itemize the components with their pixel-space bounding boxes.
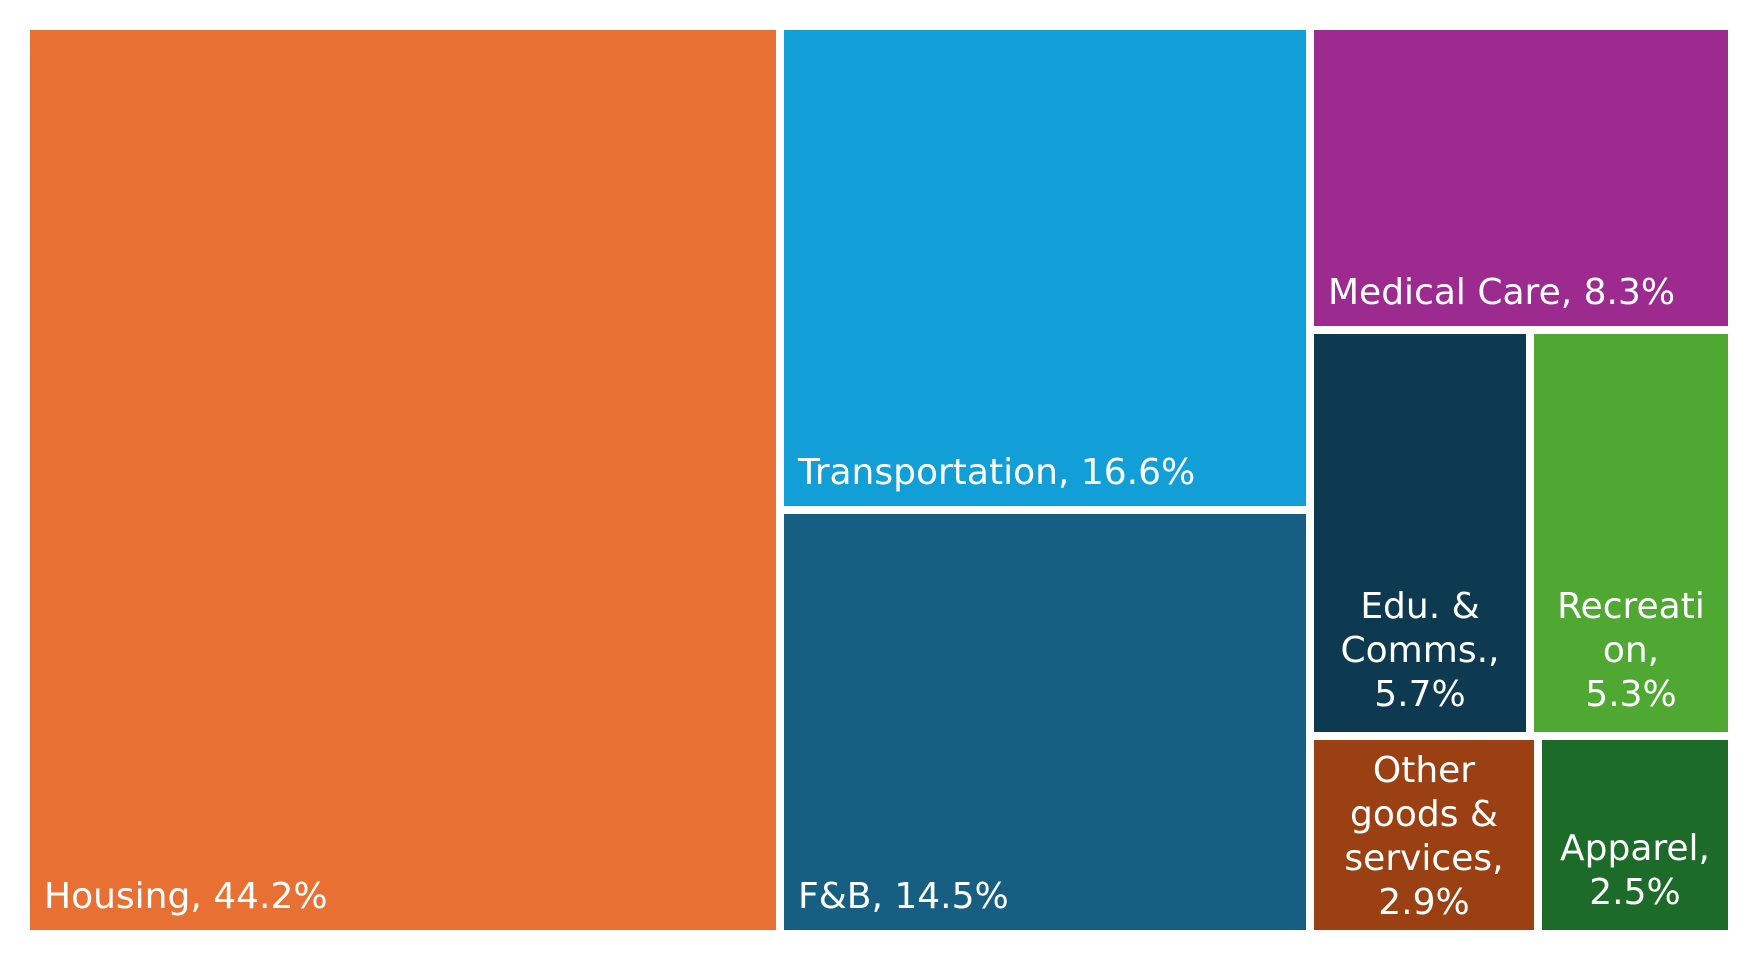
- treemap-label-recreation: Recreati on, 5.3%: [1557, 586, 1705, 715]
- treemap-tile-edu-and-comms: [1314, 334, 1526, 732]
- treemap-label-edu-and-comms: Edu. & Comms., 5.7%: [1341, 586, 1500, 715]
- treemap-label-fandb: F&B, 14.5%: [798, 876, 1009, 917]
- treemap-tile-apparel: [1542, 740, 1728, 930]
- treemap-tile-fandb: [784, 514, 1306, 930]
- treemap-tile-medical-care: [1314, 30, 1728, 326]
- treemap-label-apparel: Apparel, 2.5%: [1560, 828, 1710, 913]
- treemap-label-other-goods-and-services: Other goods & services, 2.9%: [1344, 750, 1503, 923]
- treemap-label-transportation: Transportation, 16.6%: [797, 452, 1195, 493]
- treemap-label-medical-care: Medical Care, 8.3%: [1328, 272, 1675, 313]
- treemap-tile-other-goods-and-services: [1314, 740, 1534, 930]
- treemap-tile-housing: [30, 30, 776, 930]
- treemap-label-housing: Housing, 44.2%: [44, 876, 328, 917]
- treemap-tile-transportation: [784, 30, 1306, 506]
- treemap-tile-recreation: [1534, 334, 1728, 732]
